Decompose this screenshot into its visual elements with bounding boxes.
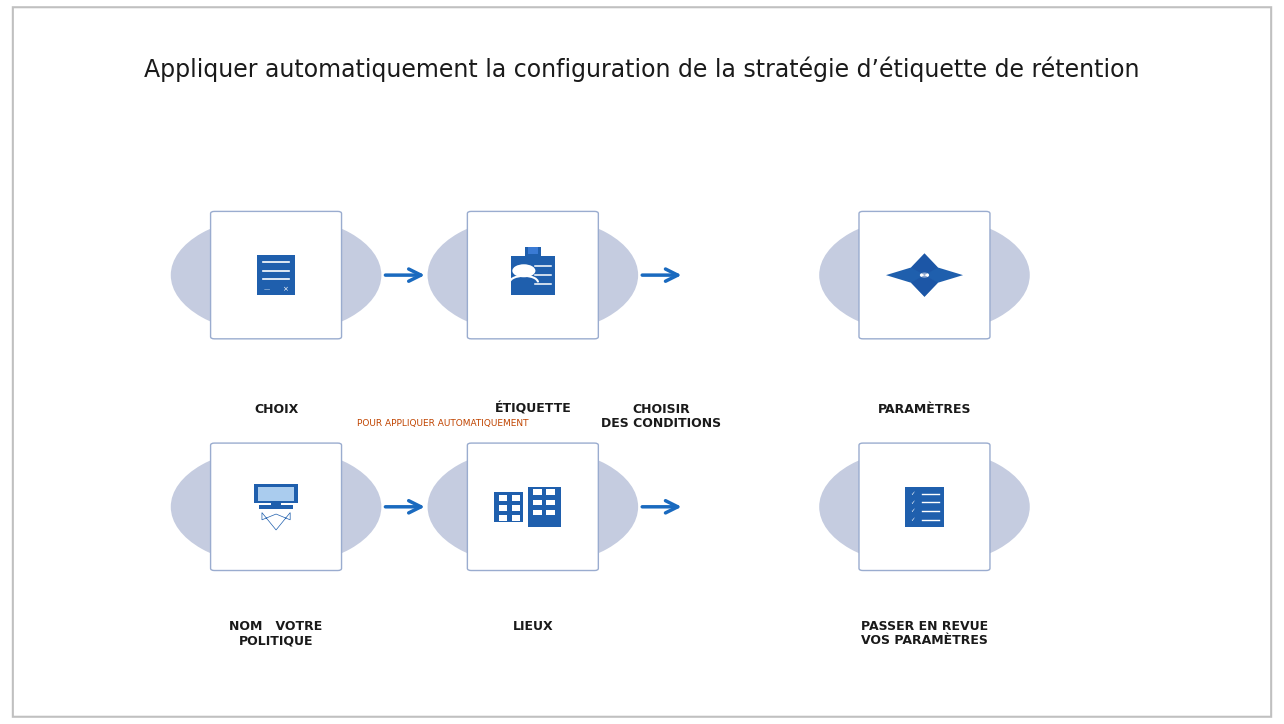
FancyBboxPatch shape (859, 211, 990, 339)
Polygon shape (262, 513, 290, 530)
Bar (525, 247, 541, 257)
Bar (494, 492, 523, 522)
Circle shape (512, 264, 535, 277)
Bar (512, 505, 520, 511)
Circle shape (171, 447, 381, 566)
Text: NOM   VOTRE: NOM VOTRE (230, 620, 322, 633)
Text: POLITIQUE: POLITIQUE (239, 634, 313, 647)
Circle shape (428, 216, 638, 334)
Text: VOS PARAMÈTRES: VOS PARAMÈTRES (862, 634, 987, 647)
Bar (499, 515, 507, 521)
FancyBboxPatch shape (467, 211, 598, 339)
FancyBboxPatch shape (211, 211, 342, 339)
Bar (512, 515, 520, 521)
Bar (533, 489, 542, 495)
Text: DES CONDITIONS: DES CONDITIONS (601, 417, 722, 430)
FancyBboxPatch shape (211, 443, 342, 571)
Polygon shape (912, 253, 937, 275)
Text: —: — (265, 287, 270, 292)
Polygon shape (886, 253, 963, 297)
Polygon shape (912, 275, 937, 297)
Bar (499, 495, 507, 501)
Text: PASSER EN REVUE: PASSER EN REVUE (860, 620, 989, 633)
Text: ÉTIQUETTE: ÉTIQUETTE (494, 403, 571, 416)
Text: ✓: ✓ (910, 492, 915, 496)
Bar (533, 500, 542, 505)
Bar (511, 256, 555, 295)
Circle shape (428, 447, 638, 566)
FancyBboxPatch shape (467, 443, 598, 571)
Bar (254, 484, 298, 503)
Circle shape (819, 447, 1030, 566)
Bar (258, 487, 294, 501)
Circle shape (171, 216, 381, 334)
Bar (528, 487, 561, 527)
Bar (499, 505, 507, 511)
Bar (271, 501, 281, 508)
Text: CHOIX: CHOIX (254, 403, 298, 416)
Text: ✓: ✓ (910, 518, 915, 522)
Circle shape (919, 272, 930, 278)
Text: POUR APPLIQUER AUTOMATIQUEMENT: POUR APPLIQUER AUTOMATIQUEMENT (357, 419, 529, 428)
Bar (533, 510, 542, 515)
Bar (512, 495, 520, 501)
Bar (905, 487, 944, 527)
Text: ×: × (282, 287, 288, 292)
Bar (257, 255, 295, 295)
Text: ✓: ✓ (910, 509, 915, 513)
Bar (546, 510, 555, 515)
Bar (259, 505, 293, 509)
Circle shape (819, 216, 1030, 334)
Text: ✓: ✓ (910, 500, 915, 505)
Text: PARAMÈTRES: PARAMÈTRES (878, 403, 971, 416)
Bar (546, 489, 555, 495)
FancyBboxPatch shape (859, 443, 990, 571)
Bar (546, 500, 555, 505)
Text: Appliquer automatiquement la configuration de la stratégie d’étiquette de rétent: Appliquer automatiquement la configurati… (144, 56, 1140, 82)
Text: LIEUX: LIEUX (512, 620, 553, 633)
Bar (528, 247, 538, 254)
Text: CHOISIR: CHOISIR (633, 403, 690, 416)
